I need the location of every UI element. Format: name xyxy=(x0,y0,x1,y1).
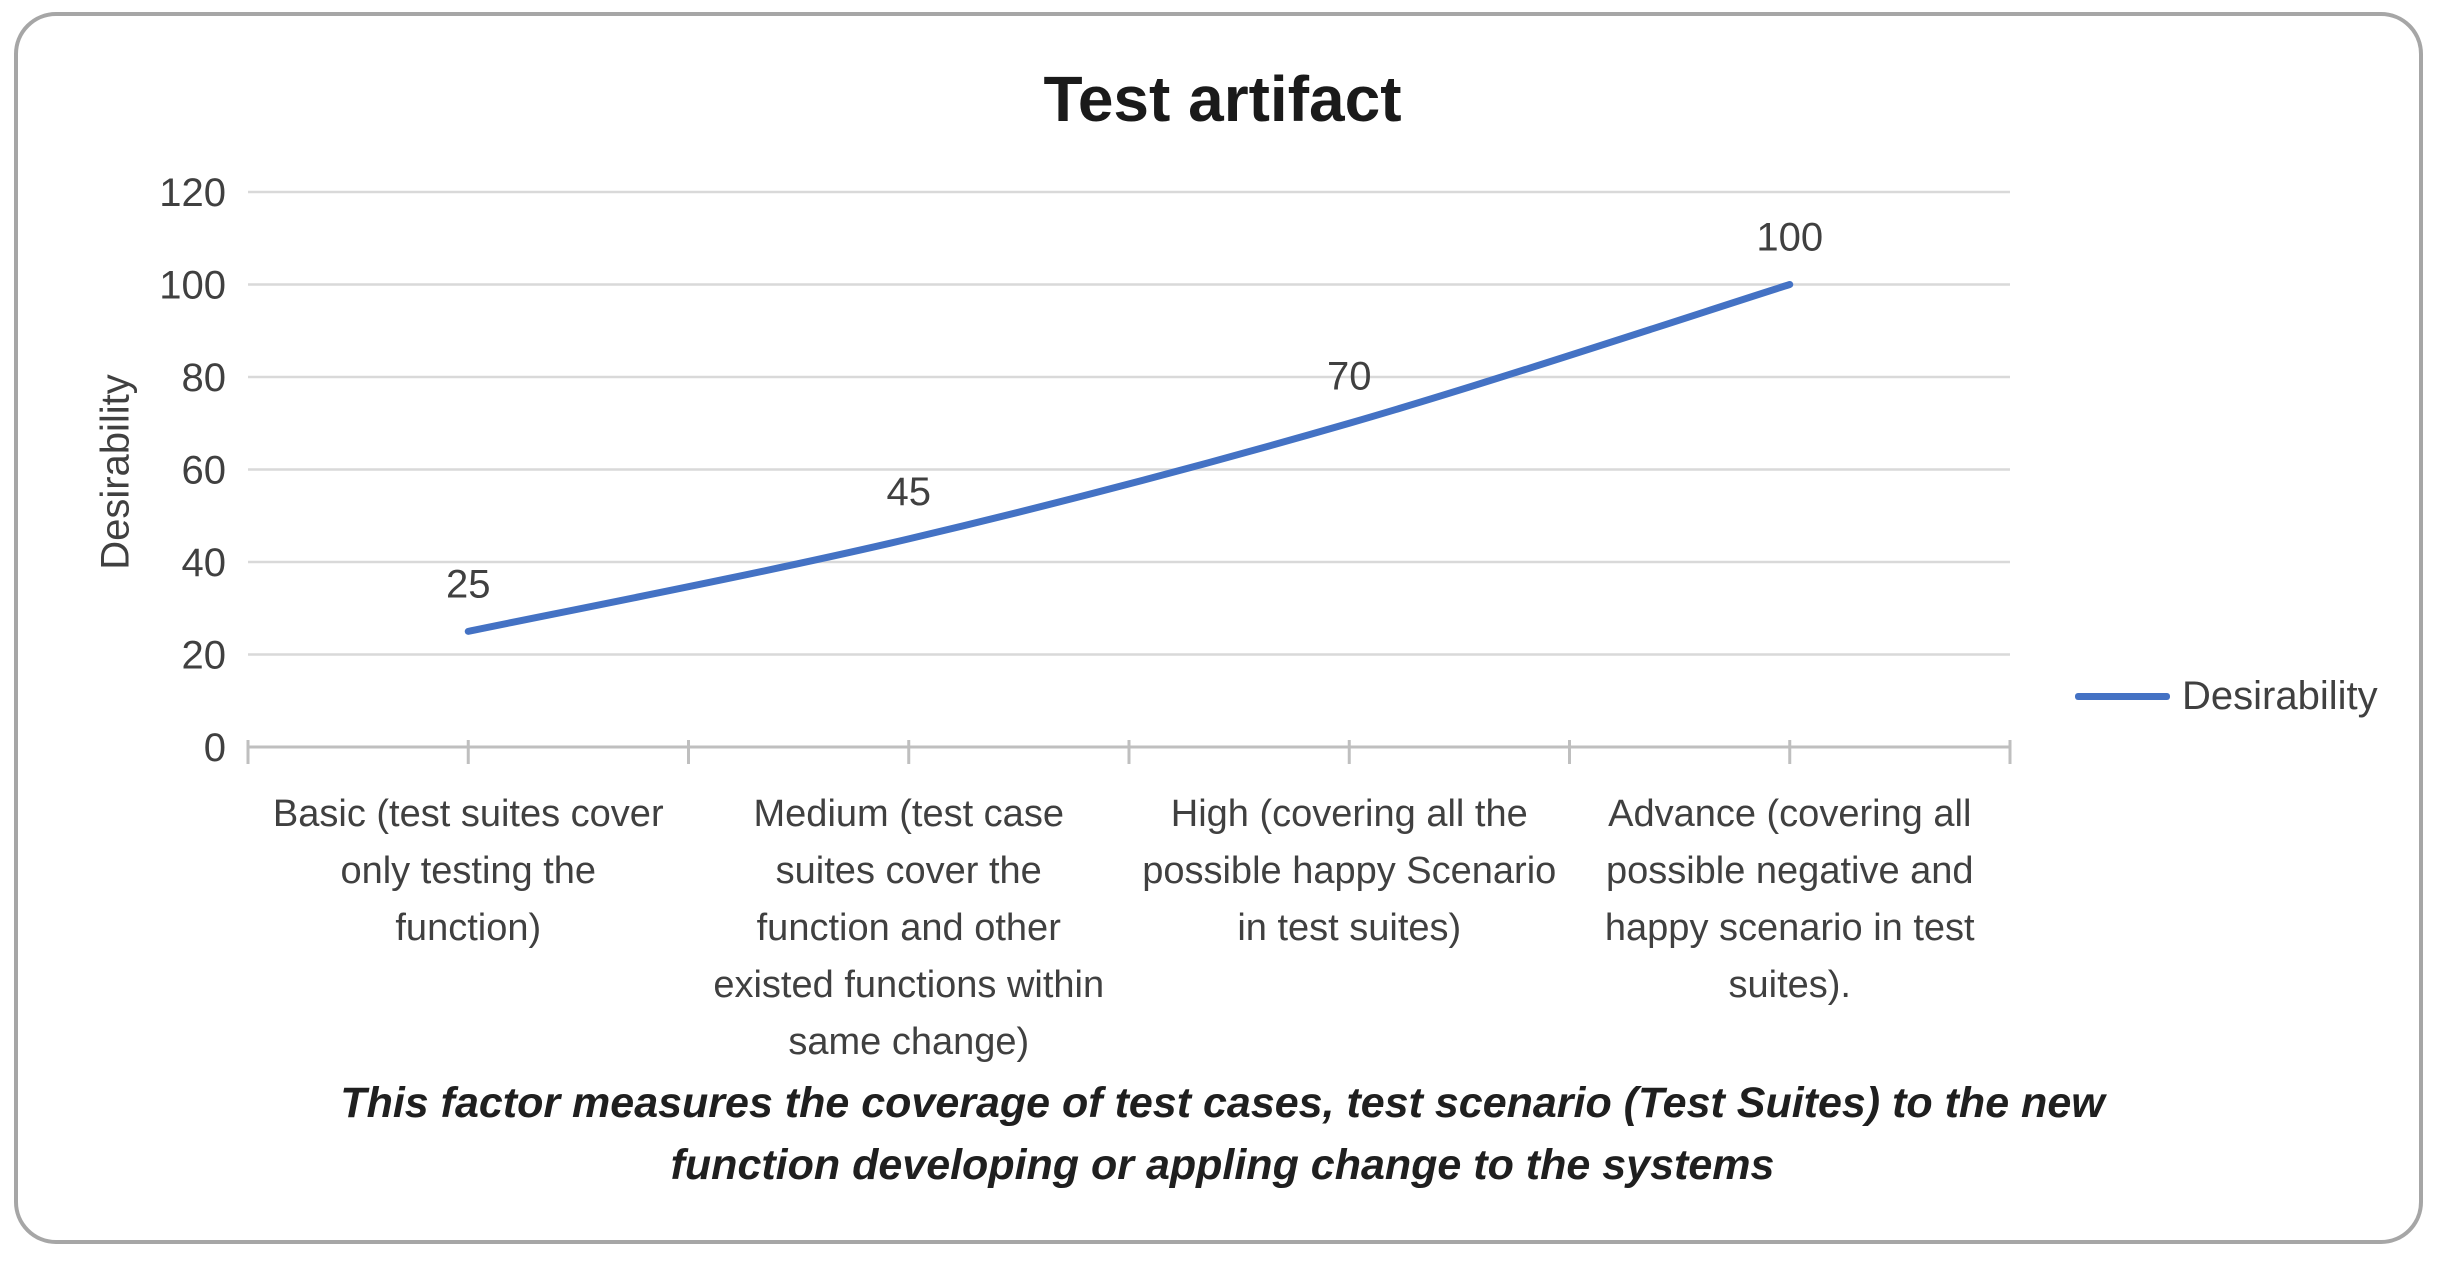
y-tick-label: 20 xyxy=(182,634,227,678)
y-tick-label: 40 xyxy=(182,541,227,585)
legend-label: Desirability xyxy=(2182,673,2378,718)
data-label: 45 xyxy=(887,470,932,514)
y-tick-label: 80 xyxy=(182,356,227,400)
x-axis-category-label: Advance (covering all possible negative … xyxy=(1604,793,1975,1006)
y-tick-label: 60 xyxy=(182,449,227,493)
series-line-desirability xyxy=(464,281,1794,635)
y-tick-label: 100 xyxy=(159,264,226,308)
x-axis-category-label: Basic (test suites cover only testing th… xyxy=(272,793,664,949)
x-axis-category-label: High (covering all the possible happy Sc… xyxy=(1142,793,1557,949)
data-label: 100 xyxy=(1756,216,1823,260)
data-label: 25 xyxy=(446,562,491,606)
legend: Desirability xyxy=(2075,672,2378,720)
y-tick-label: 0 xyxy=(204,726,226,770)
x-axis-category-label: Medium (test case suites cover the funct… xyxy=(713,793,1105,1063)
chart-title: Test artifact xyxy=(1043,63,1402,135)
data-label: 70 xyxy=(1327,354,1372,398)
caption: This factor measures the coverage of tes… xyxy=(340,1079,2105,1189)
legend-line-swatch xyxy=(2075,692,2170,700)
y-tick-label: 120 xyxy=(159,171,226,215)
chart-card-border xyxy=(14,12,2423,1244)
